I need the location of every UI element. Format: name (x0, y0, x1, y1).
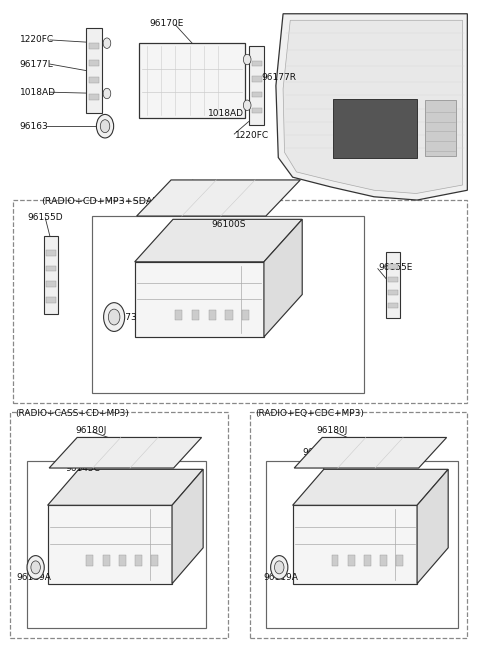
Bar (89, 43, 99, 49)
Bar (388, 277, 398, 282)
Circle shape (243, 100, 251, 111)
Text: 96173: 96173 (108, 313, 137, 322)
Bar (27, 462, 206, 628)
Bar (175, 310, 182, 320)
Text: 96155E: 96155E (379, 263, 413, 272)
Bar (135, 262, 264, 337)
Text: 96100S: 96100S (211, 219, 246, 229)
Polygon shape (264, 219, 302, 337)
Bar (226, 310, 233, 320)
Circle shape (96, 115, 114, 138)
Bar (266, 462, 458, 628)
Bar (348, 555, 355, 567)
Bar (46, 297, 56, 303)
Bar (380, 555, 387, 567)
Bar (151, 555, 158, 567)
Bar (46, 282, 56, 287)
Text: 96165D: 96165D (302, 449, 338, 457)
Text: 96180J: 96180J (317, 426, 348, 436)
Circle shape (108, 309, 120, 325)
Polygon shape (48, 470, 203, 505)
Text: 96180J: 96180J (158, 197, 190, 206)
Circle shape (271, 555, 288, 579)
Bar (364, 555, 371, 567)
Bar (249, 47, 264, 125)
Text: 96145C: 96145C (65, 464, 100, 473)
Bar (252, 76, 262, 82)
Bar (252, 107, 262, 113)
Bar (103, 555, 109, 567)
Bar (388, 303, 398, 308)
Polygon shape (137, 180, 300, 216)
Bar (119, 555, 126, 567)
Bar (425, 100, 456, 157)
FancyBboxPatch shape (333, 99, 417, 158)
Polygon shape (135, 219, 302, 262)
Circle shape (27, 555, 44, 579)
Bar (44, 236, 58, 314)
Circle shape (103, 38, 111, 48)
Text: (RADIO+CASS+CD+MP3): (RADIO+CASS+CD+MP3) (15, 409, 129, 419)
Bar (46, 266, 56, 271)
Bar (252, 92, 262, 98)
Text: 1018AD: 1018AD (207, 109, 243, 118)
Bar (89, 94, 99, 100)
Bar (10, 413, 228, 638)
Circle shape (275, 561, 284, 574)
Bar (209, 310, 216, 320)
Bar (293, 505, 417, 584)
Text: 96119A: 96119A (16, 572, 51, 582)
Polygon shape (276, 14, 468, 200)
Polygon shape (417, 470, 448, 584)
Circle shape (100, 120, 110, 133)
Polygon shape (294, 438, 447, 468)
Bar (396, 555, 403, 567)
Circle shape (103, 88, 111, 99)
Circle shape (104, 303, 125, 331)
Bar (48, 505, 172, 584)
Text: 1018AD: 1018AD (20, 88, 56, 97)
Circle shape (243, 54, 251, 65)
Bar (332, 555, 338, 567)
Bar (386, 252, 400, 318)
Bar (388, 264, 398, 269)
Text: 96163: 96163 (20, 122, 48, 131)
Bar (192, 310, 199, 320)
Text: 96170E: 96170E (149, 19, 183, 28)
Polygon shape (49, 438, 202, 468)
Polygon shape (283, 20, 463, 193)
Text: 96125D: 96125D (65, 449, 101, 457)
Bar (46, 250, 56, 255)
Text: 96155D: 96155D (27, 213, 63, 222)
Bar (140, 43, 245, 119)
Text: 96180J: 96180J (75, 426, 106, 436)
Text: 1220FC: 1220FC (235, 132, 269, 140)
Bar (89, 60, 99, 66)
Text: 96119A: 96119A (263, 572, 298, 582)
Bar (92, 216, 364, 393)
Circle shape (31, 561, 40, 574)
Bar (89, 77, 99, 83)
Polygon shape (293, 470, 448, 505)
Text: 1220FC: 1220FC (20, 35, 54, 45)
Bar (242, 310, 250, 320)
Bar (12, 200, 468, 403)
Bar (252, 60, 262, 66)
Text: (RADIO+CD+MP3+SDARS–PA710S): (RADIO+CD+MP3+SDARS–PA710S) (41, 197, 209, 206)
Polygon shape (172, 470, 203, 584)
Bar (135, 555, 142, 567)
Bar (86, 555, 93, 567)
Bar (86, 28, 102, 113)
Text: 96177R: 96177R (262, 73, 297, 83)
Bar (250, 413, 468, 638)
Text: 96177L: 96177L (20, 60, 54, 69)
Text: (RADIO+EQ+CDC+MP3): (RADIO+EQ+CDC+MP3) (255, 409, 364, 419)
Bar (388, 290, 398, 295)
